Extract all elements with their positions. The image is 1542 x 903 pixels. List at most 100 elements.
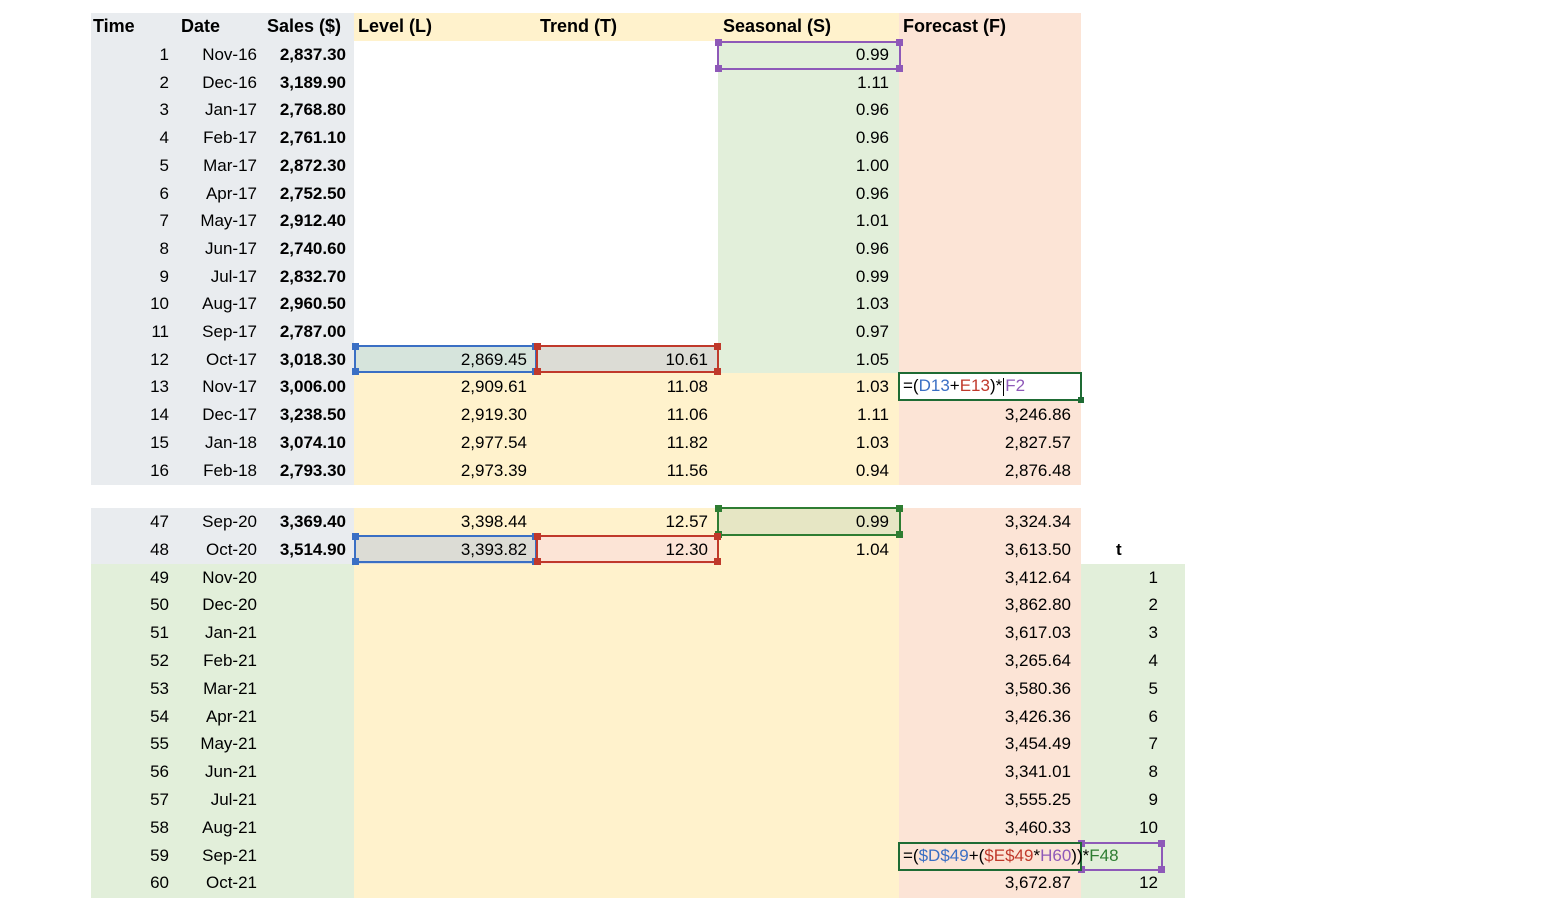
cell-sales[interactable]: 2,793.30 (263, 456, 354, 485)
cell-seasonal[interactable]: 1.03 (718, 290, 899, 319)
cell-seasonal[interactable] (718, 841, 899, 870)
cell-trend[interactable] (537, 758, 718, 787)
cell-sales[interactable]: 3,189.90 (263, 68, 354, 97)
formula-cell-g59[interactable]: =($D$49+($E$49*H60))*F48 (898, 842, 1119, 871)
cell-level[interactable]: 2,909.61 (354, 373, 537, 402)
cell-forecast[interactable] (899, 262, 1081, 291)
cell-forecast[interactable] (899, 179, 1081, 208)
cell-date[interactable]: Sep-21 (175, 841, 263, 870)
cell-trend[interactable] (537, 702, 718, 731)
cell-seasonal[interactable] (718, 591, 899, 620)
cell-level[interactable] (354, 69, 537, 97)
cell-time[interactable]: 58 (91, 813, 175, 843)
cell-date[interactable]: Jan-17 (175, 96, 263, 125)
cell-level[interactable] (354, 563, 537, 592)
cell-sales[interactable] (263, 619, 354, 648)
cell-sales[interactable]: 2,768.80 (263, 96, 354, 125)
cell-t[interactable]: 12 (1081, 869, 1185, 898)
cell-t[interactable]: 5 (1081, 674, 1185, 704)
cell-seasonal[interactable]: 1.01 (718, 207, 899, 236)
cell-trend[interactable] (537, 263, 718, 291)
cell-seasonal[interactable]: 1.05 (718, 345, 899, 374)
cell-forecast[interactable]: 3,672.87 (899, 869, 1081, 898)
cell-forecast[interactable]: 3,617.03 (899, 619, 1081, 648)
cell-level[interactable] (354, 290, 537, 318)
cell-level[interactable] (354, 180, 537, 208)
cell-date[interactable]: Oct-21 (175, 869, 263, 898)
cell-level[interactable] (354, 674, 537, 704)
cell-t[interactable]: 1 (1081, 563, 1185, 592)
cell-sales[interactable]: 3,006.00 (263, 373, 354, 402)
cell-date[interactable]: Mar-17 (175, 151, 263, 180)
cell-forecast[interactable]: 3,265.64 (899, 647, 1081, 676)
cell-seasonal[interactable]: 1.00 (718, 151, 899, 180)
cell-t[interactable]: 4 (1081, 647, 1185, 676)
cell-forecast[interactable]: 3,341.01 (899, 758, 1081, 787)
cell-level[interactable]: 2,869.45 (354, 345, 537, 374)
cell-time[interactable]: 7 (91, 207, 175, 236)
cell-level[interactable] (354, 591, 537, 620)
cell-sales[interactable]: 2,787.00 (263, 318, 354, 347)
cell-level[interactable] (354, 96, 537, 124)
cell-trend[interactable] (537, 180, 718, 208)
cell-trend[interactable] (537, 591, 718, 620)
cell-forecast[interactable] (899, 318, 1081, 347)
cell-time[interactable]: 14 (91, 401, 175, 430)
cell-date[interactable]: Feb-17 (175, 124, 263, 153)
cell-sales[interactable]: 2,832.70 (263, 262, 354, 291)
cell-trend[interactable] (537, 207, 718, 235)
cell-trend[interactable] (537, 730, 718, 759)
cell-date[interactable]: Jul-17 (175, 262, 263, 291)
cell-date[interactable]: Sep-20 (175, 508, 263, 537)
cell-date[interactable]: Mar-21 (175, 674, 263, 704)
cell-trend[interactable]: 10.61 (537, 345, 718, 374)
cell-forecast[interactable]: 2,876.48 (899, 456, 1081, 485)
cell-date[interactable]: Dec-20 (175, 591, 263, 620)
cell-time[interactable]: 11 (91, 318, 175, 347)
cell-forecast[interactable]: 3,613.50 (899, 535, 1081, 565)
header-seasonal[interactable]: Seasonal (S) (718, 13, 899, 41)
cell-level[interactable]: 2,919.30 (354, 401, 537, 430)
cell-trend[interactable] (537, 869, 718, 898)
cell-time[interactable]: 54 (91, 702, 175, 731)
formula-cell-g13[interactable]: =(D13+E13)* F2 (898, 372, 1084, 403)
cell-forecast[interactable]: 3,580.36 (899, 674, 1081, 704)
cell-date[interactable]: Feb-18 (175, 456, 263, 485)
cell-date[interactable]: Nov-20 (175, 563, 263, 592)
cell-t[interactable] (1081, 841, 1185, 870)
cell-sales[interactable]: 2,752.50 (263, 179, 354, 208)
cell-time[interactable]: 5 (91, 151, 175, 180)
cell-date[interactable]: Apr-21 (175, 702, 263, 731)
cell-t[interactable] (1081, 508, 1185, 536)
cell-forecast[interactable]: 3,460.33 (899, 813, 1081, 843)
cell-forecast[interactable]: 3,454.49 (899, 730, 1081, 759)
cell-level[interactable]: 3,398.44 (354, 508, 537, 537)
cell-trend[interactable] (537, 235, 718, 263)
cell-level[interactable] (354, 758, 537, 787)
cell-date[interactable]: Dec-17 (175, 401, 263, 430)
cell-sales[interactable] (263, 674, 354, 704)
cell-forecast[interactable]: 3,324.34 (899, 508, 1081, 537)
cell-seasonal[interactable]: 1.03 (718, 373, 899, 402)
cell-trend[interactable]: 12.57 (537, 508, 718, 537)
cell-sales[interactable] (263, 813, 354, 843)
cell-seasonal[interactable]: 1.03 (718, 428, 899, 457)
cell-forecast[interactable] (899, 41, 1081, 70)
cell-seasonal[interactable]: 0.99 (718, 41, 899, 70)
header-sales[interactable]: Sales ($) (263, 13, 354, 41)
cell-level[interactable]: 2,977.54 (354, 428, 537, 457)
cell-seasonal[interactable]: 0.96 (718, 179, 899, 208)
cell-forecast[interactable] (899, 151, 1081, 180)
cell-time[interactable]: 10 (91, 290, 175, 319)
cell-date[interactable]: May-21 (175, 730, 263, 759)
cell-time[interactable]: 3 (91, 96, 175, 125)
cell-forecast[interactable] (899, 345, 1081, 374)
cell-date[interactable]: Jul-21 (175, 786, 263, 815)
cell-seasonal[interactable] (718, 813, 899, 843)
cell-sales[interactable] (263, 563, 354, 592)
cell-sales[interactable] (263, 647, 354, 676)
cell-sales[interactable]: 3,238.50 (263, 401, 354, 430)
cell-trend[interactable] (537, 563, 718, 592)
cell-time[interactable]: 51 (91, 619, 175, 648)
cell-time[interactable]: 2 (91, 68, 175, 97)
